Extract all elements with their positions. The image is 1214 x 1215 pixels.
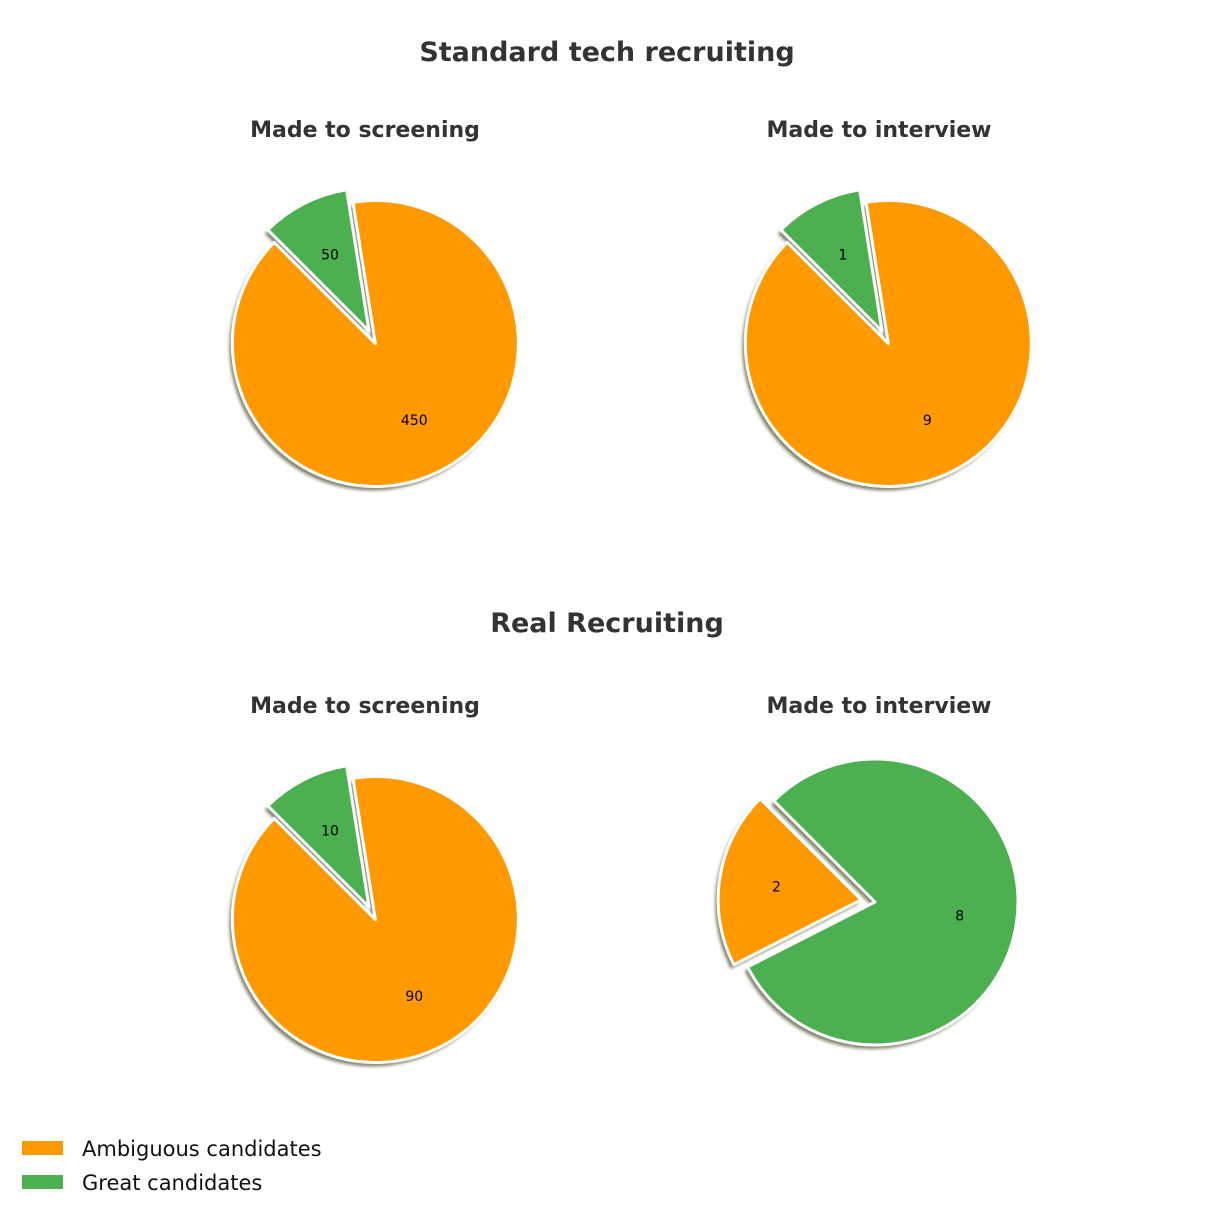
pie-slice-0-0-0 (230, 198, 520, 488)
pie-slice-0-1-1 (779, 188, 884, 333)
slice-value-label-1-1-1: 8 (955, 908, 964, 924)
pie-s0-p1: 91 (742, 188, 1033, 491)
pie-title-real-interview: Made to interview (767, 694, 992, 719)
pie-slice-0-1-0 (743, 198, 1033, 488)
section-title-real: Real Recruiting (490, 608, 724, 639)
pie-slice-1-0-0 (230, 774, 520, 1064)
legend-label-ambiguous: Ambiguous candidates (82, 1137, 322, 1161)
pie-slice-0-0-1 (266, 188, 371, 333)
pie-s0-p0: 450 50 (229, 188, 520, 491)
pie-slice-1-1-1 (746, 757, 1020, 1047)
slice-value-label-1-0-0: 90 (405, 989, 423, 1005)
pie-s1-p0: 90 10 (229, 764, 520, 1067)
slice-value-label-1-1-0: 2 (772, 879, 781, 895)
legend: Ambiguous candidates Great candidates (22, 1137, 322, 1195)
pie-slice-1-1-0 (716, 797, 863, 967)
pie-s1-p1: 28 (715, 757, 1020, 1049)
slice-value-label-0-1-1: 1 (839, 248, 848, 264)
legend-swatch-great (22, 1175, 63, 1189)
slice-value-label-1-0-1: 10 (321, 824, 339, 840)
pie-title-standard-screening: Made to screening (250, 118, 480, 143)
slice-value-label-0-0-1: 50 (321, 248, 339, 264)
pie-title-real-screening: Made to screening (250, 694, 480, 719)
slice-value-label-0-1-0: 9 (923, 413, 932, 429)
section-title-standard: Standard tech recruiting (419, 37, 794, 68)
legend-swatch-ambiguous (22, 1141, 63, 1155)
legend-label-great: Great candidates (82, 1171, 262, 1195)
slice-value-label-0-0-0: 450 (401, 413, 428, 429)
pie-title-standard-interview: Made to interview (767, 118, 992, 143)
pie-slice-1-0-1 (266, 764, 371, 909)
